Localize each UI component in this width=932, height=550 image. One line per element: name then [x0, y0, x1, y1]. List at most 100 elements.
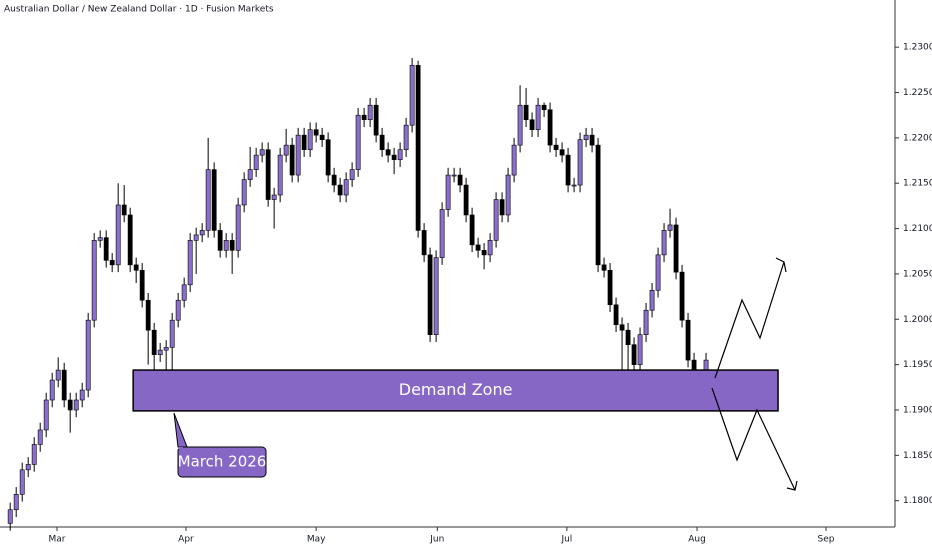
candle-body [601, 264, 607, 271]
candle-body [175, 299, 181, 321]
candle-body [283, 144, 289, 156]
candle-body [25, 464, 31, 471]
candle-body [613, 304, 619, 326]
y-tick-label: 1.20000 [903, 315, 932, 325]
candle-body [49, 379, 55, 401]
plot-area: Demand Zone [7, 58, 779, 531]
x-tick-label: Apr [178, 535, 194, 545]
demand-zone [132, 369, 779, 412]
candle-body [223, 240, 229, 251]
candle-body [463, 184, 469, 216]
candle-body [391, 154, 397, 160]
candle-body [121, 204, 127, 216]
candle-body [85, 319, 91, 391]
demand-zone-label: Demand Zone [399, 380, 513, 399]
x-tick-label: Mar [48, 535, 65, 545]
candle-body [451, 174, 457, 177]
candle-body [583, 134, 589, 140]
candle-body [169, 319, 175, 348]
candle-body [625, 329, 631, 345]
candle-body [511, 144, 517, 176]
candle-body [457, 174, 463, 186]
candle-body [187, 240, 193, 286]
candle-body [73, 399, 79, 411]
candle-body [199, 230, 205, 236]
candle-body [517, 104, 523, 146]
candle-body [181, 284, 187, 301]
candle-body [523, 104, 529, 121]
candle-body [355, 114, 361, 170]
candle-body [301, 134, 307, 150]
candle-body [415, 65, 421, 231]
x-tick-label: Aug [688, 535, 706, 545]
candle-body [307, 129, 313, 150]
candle-body [439, 209, 445, 258]
candle-body [499, 199, 505, 216]
up-arrow [714, 261, 785, 379]
candle-body [79, 389, 85, 401]
down-arrow [711, 387, 796, 491]
candle-body [619, 324, 625, 331]
candle-body [571, 184, 577, 187]
candle-body [91, 240, 97, 321]
candle-body [103, 237, 109, 261]
candle-body [505, 174, 511, 216]
candle-body [367, 104, 373, 121]
candle-body [325, 139, 331, 176]
candle-body [319, 134, 325, 140]
candle-body [193, 234, 199, 241]
x-tick-label: May [307, 535, 326, 545]
candle-body [331, 174, 337, 186]
candle-body [55, 369, 61, 381]
candle-body [649, 289, 655, 311]
candle-body [679, 271, 685, 321]
candle-body [277, 154, 283, 196]
candle-body [163, 347, 169, 351]
candle-body [337, 184, 343, 196]
y-tick-label: 1.18500 [903, 451, 932, 461]
y-tick-label: 1.21000 [903, 224, 932, 234]
candle-body [595, 144, 601, 266]
candle-body [31, 444, 37, 465]
candle-body [235, 204, 241, 251]
candle-body [487, 240, 493, 256]
candle-body [349, 169, 355, 180]
candle-body [19, 469, 25, 495]
candle-body [145, 299, 151, 331]
x-tick-label: Sep [818, 535, 835, 545]
candle-body [637, 334, 643, 365]
candle-body [553, 144, 559, 150]
y-tick-label: 1.21500 [903, 179, 932, 189]
candle-body [139, 270, 145, 301]
chart-title: Australian Dollar / New Zealand Dollar ·… [4, 5, 274, 15]
candle-body [295, 134, 301, 176]
candle-body [433, 257, 439, 336]
y-tick-label: 1.19500 [903, 360, 932, 370]
candle-body [127, 214, 133, 266]
candle-body [493, 199, 499, 241]
up-arrow-head [775, 257, 787, 273]
candle-body [151, 329, 157, 355]
candle-body [253, 154, 259, 170]
candle-body [211, 169, 217, 231]
candle-body [97, 237, 103, 241]
candle-body [7, 509, 13, 524]
candle-body [247, 169, 253, 180]
candle-body [631, 344, 637, 365]
candle-body [379, 134, 385, 150]
candle-body [217, 230, 223, 251]
candle-body [271, 194, 277, 200]
candle-body [661, 230, 667, 256]
candle-body [343, 179, 349, 196]
candle-body [157, 349, 163, 355]
candle-body [361, 114, 367, 121]
candle-body [547, 109, 553, 146]
candle-body [529, 119, 535, 131]
candle-body [205, 169, 211, 231]
y-tick-label: 1.19000 [903, 405, 932, 415]
y-tick-label: 1.20500 [903, 269, 932, 279]
candle-body [655, 254, 661, 291]
candle-body [475, 244, 481, 251]
